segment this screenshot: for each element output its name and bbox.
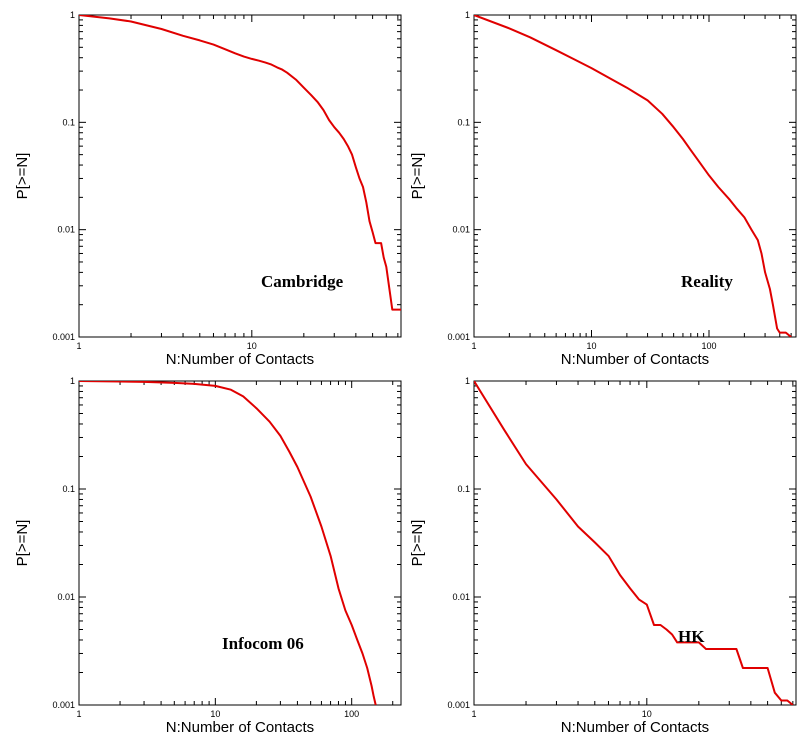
y-axis-label: P[>=N]: [14, 520, 31, 567]
y-tick-label: 0.01: [452, 225, 470, 235]
y-axis-label: P[>=N]: [409, 153, 426, 200]
x-axis-label: N:Number of Contacts: [561, 351, 709, 368]
y-tick-label: 0.001: [52, 332, 75, 342]
y-tick-label: 1: [70, 10, 75, 20]
chart-panel-4: 1 10 0.001 0.01 0.1 1 N:Number of Contacts P[>=…: [409, 376, 797, 736]
chart-panel-2: 1 10 100 0.001 0.01 0.1 1 N:Number of Contacts P…: [409, 10, 797, 368]
x-axis-label: N:Number of Contacts: [166, 719, 314, 736]
y-tick-label: 0.1: [457, 484, 470, 494]
y-tick-label: 1: [70, 376, 75, 386]
plot-frame: [473, 14, 797, 338]
y-tick-label: 0.001: [447, 700, 470, 710]
plot-frame: [78, 380, 402, 706]
dataset-annotation: Cambridge: [261, 272, 344, 291]
y-tick-label: 1: [465, 10, 470, 20]
x-tick-label: 10: [586, 341, 596, 351]
dataset-annotation: Infocom 06: [222, 634, 304, 653]
x-tick-label: 1: [471, 709, 476, 719]
ccdf-line: [474, 15, 792, 337]
x-tick-label: 1: [471, 341, 476, 351]
ccdf-line: [474, 381, 794, 705]
y-tick-label: 0.001: [447, 332, 470, 342]
x-axis-label: N:Number of Contacts: [561, 719, 709, 736]
y-tick-label: 0.1: [62, 484, 75, 494]
y-tick-label: 1: [465, 376, 470, 386]
y-tick-label: 0.01: [57, 225, 75, 235]
y-axis-label: P[>=N]: [14, 153, 31, 200]
x-tick-label: 100: [344, 709, 359, 719]
x-axis-label: N:Number of Contacts: [166, 351, 314, 368]
y-tick-label: 0.1: [457, 117, 470, 127]
dataset-annotation: HK: [678, 627, 705, 646]
x-tick-label: 10: [247, 341, 257, 351]
ccdf-line: [79, 381, 377, 705]
x-tick-label: 10: [210, 709, 220, 719]
plot-frame: [78, 14, 402, 338]
dataset-annotation: Reality: [681, 272, 733, 291]
ccdf-line: [79, 15, 401, 311]
y-tick-label: 0.01: [57, 592, 75, 602]
x-tick-label: 1: [76, 341, 81, 351]
x-tick-label: 10: [642, 709, 652, 719]
y-tick-label: 0.1: [62, 117, 75, 127]
plot-frame: [473, 380, 797, 706]
x-tick-label: 1: [76, 709, 81, 719]
chart-panel-1: 1 10 0.001 0.01 0.1 1 N:Number of Contacts P[>=…: [14, 10, 402, 368]
y-tick-label: 0.01: [452, 592, 470, 602]
x-tick-label: 100: [701, 341, 716, 351]
chart-panel-3: 1 10 100 0.001 0.01 0.1 1 N:Number of Contacts P…: [14, 376, 402, 736]
y-tick-label: 0.001: [52, 700, 75, 710]
y-axis-label: P[>=N]: [409, 520, 426, 567]
